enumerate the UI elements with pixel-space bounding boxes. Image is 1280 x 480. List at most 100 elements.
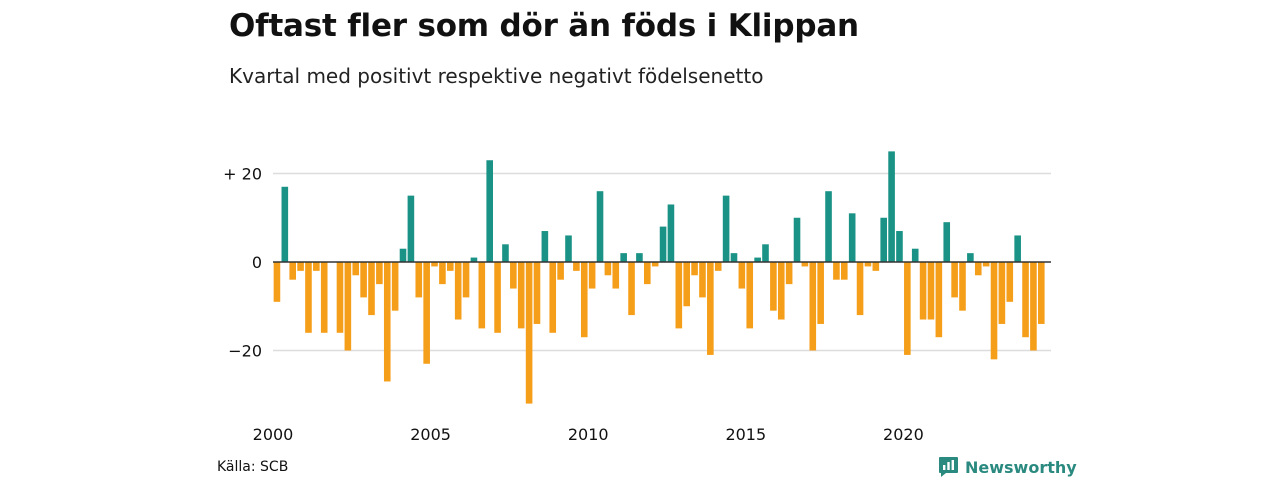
bar-positive — [722, 195, 730, 263]
bar-negative — [651, 262, 659, 267]
y-tick-label: + 20 — [223, 165, 262, 184]
bar-positive — [754, 257, 761, 262]
bar-negative — [1030, 262, 1037, 351]
bar-negative — [927, 262, 935, 320]
bar-positive — [1014, 235, 1021, 262]
x-tick-label: 2000 — [253, 425, 294, 444]
x-tick-label: 2015 — [725, 425, 766, 444]
gridlines — [273, 172, 1051, 352]
x-tick-label: 2020 — [883, 425, 924, 444]
bar-positive — [620, 253, 627, 262]
bar-positive — [896, 231, 903, 262]
bar-negative — [612, 262, 620, 289]
bar-negative — [683, 262, 690, 307]
bar-negative — [809, 262, 817, 351]
bar-negative — [699, 262, 706, 298]
bar-negative — [391, 262, 399, 311]
x-tick-label: 2010 — [568, 425, 609, 444]
bar-negative — [691, 262, 698, 276]
bar-negative — [833, 262, 840, 280]
y-tick-label: −20 — [228, 342, 262, 361]
bar-negative — [1006, 262, 1014, 302]
bar-positive — [848, 213, 856, 262]
bar-negative — [549, 262, 557, 333]
bar-negative — [344, 262, 352, 351]
bar-negative — [770, 262, 777, 311]
bar-negative — [990, 262, 998, 360]
bar-negative — [738, 262, 746, 289]
bar-negative — [313, 262, 320, 271]
bar-negative — [588, 262, 596, 289]
bar-negative — [707, 262, 714, 355]
bar-positive — [502, 244, 509, 262]
bar-positive — [793, 217, 801, 262]
bar-negative — [533, 262, 541, 324]
bar-negative — [604, 262, 612, 276]
bar-positive — [880, 217, 887, 262]
bar-negative — [801, 262, 809, 267]
bar-positive — [399, 248, 407, 262]
bar-negative — [864, 262, 872, 267]
bar-positive — [943, 222, 951, 262]
bar-negative — [352, 262, 360, 276]
bar-positive — [281, 186, 289, 262]
bar-negative — [423, 262, 430, 364]
bar-negative — [517, 262, 525, 329]
y-tick-label: 0 — [252, 253, 262, 272]
bar-negative — [360, 262, 367, 298]
bar-positive — [636, 253, 643, 262]
source-note: Källa: SCB — [217, 459, 289, 475]
bar-positive — [730, 253, 738, 262]
bar-negative — [439, 262, 446, 285]
bar-negative — [462, 262, 470, 298]
newsworthy-logo-icon — [939, 457, 958, 477]
bar-negative — [368, 262, 375, 316]
bar-negative — [974, 262, 982, 276]
bar-positive — [659, 226, 667, 262]
bar-negative — [494, 262, 501, 333]
bar-negative — [714, 262, 722, 271]
bar-negative — [982, 262, 990, 267]
bar-negative — [273, 262, 281, 302]
brand-name: Newsworthy — [965, 457, 1077, 477]
bar-negative — [935, 262, 943, 338]
bar-negative — [510, 262, 517, 289]
bar-negative — [856, 262, 864, 316]
bar-negative — [320, 262, 328, 333]
bar-negative — [1038, 262, 1045, 324]
bars — [273, 151, 1045, 404]
bar-positive — [825, 191, 832, 262]
bar-negative — [628, 262, 635, 316]
bar-negative — [580, 262, 588, 338]
bar-negative — [525, 262, 533, 404]
bar-positive — [911, 248, 919, 262]
bar-negative — [478, 262, 486, 329]
bar-negative — [573, 262, 580, 271]
bar-positive — [486, 160, 493, 262]
bar-negative — [415, 262, 423, 298]
chart-subtitle: Kvartal med positivt respektive negativt… — [229, 64, 764, 88]
bar-negative — [872, 262, 880, 271]
bar-negative — [785, 262, 793, 285]
bar-negative — [557, 262, 564, 280]
axes: + 20 0 −20 2000 2005 2010 2015 2020 — [223, 165, 1051, 444]
bar-positive — [888, 151, 895, 263]
bar-negative — [431, 262, 438, 267]
bar-negative — [336, 262, 344, 333]
bar-negative — [383, 262, 391, 382]
bar-negative — [376, 262, 383, 285]
x-tick-label: 2005 — [410, 425, 451, 444]
bar-negative — [746, 262, 754, 329]
bar-negative — [817, 262, 824, 324]
bar-negative — [675, 262, 683, 329]
bar-negative — [1022, 262, 1029, 338]
bar-negative — [841, 262, 848, 280]
bar-negative — [447, 262, 454, 271]
bar-negative — [904, 262, 911, 355]
bar-positive — [565, 235, 572, 262]
bar-negative — [951, 262, 958, 298]
bar-negative — [297, 262, 304, 271]
bar-negative — [454, 262, 462, 320]
bar-positive — [667, 204, 675, 262]
